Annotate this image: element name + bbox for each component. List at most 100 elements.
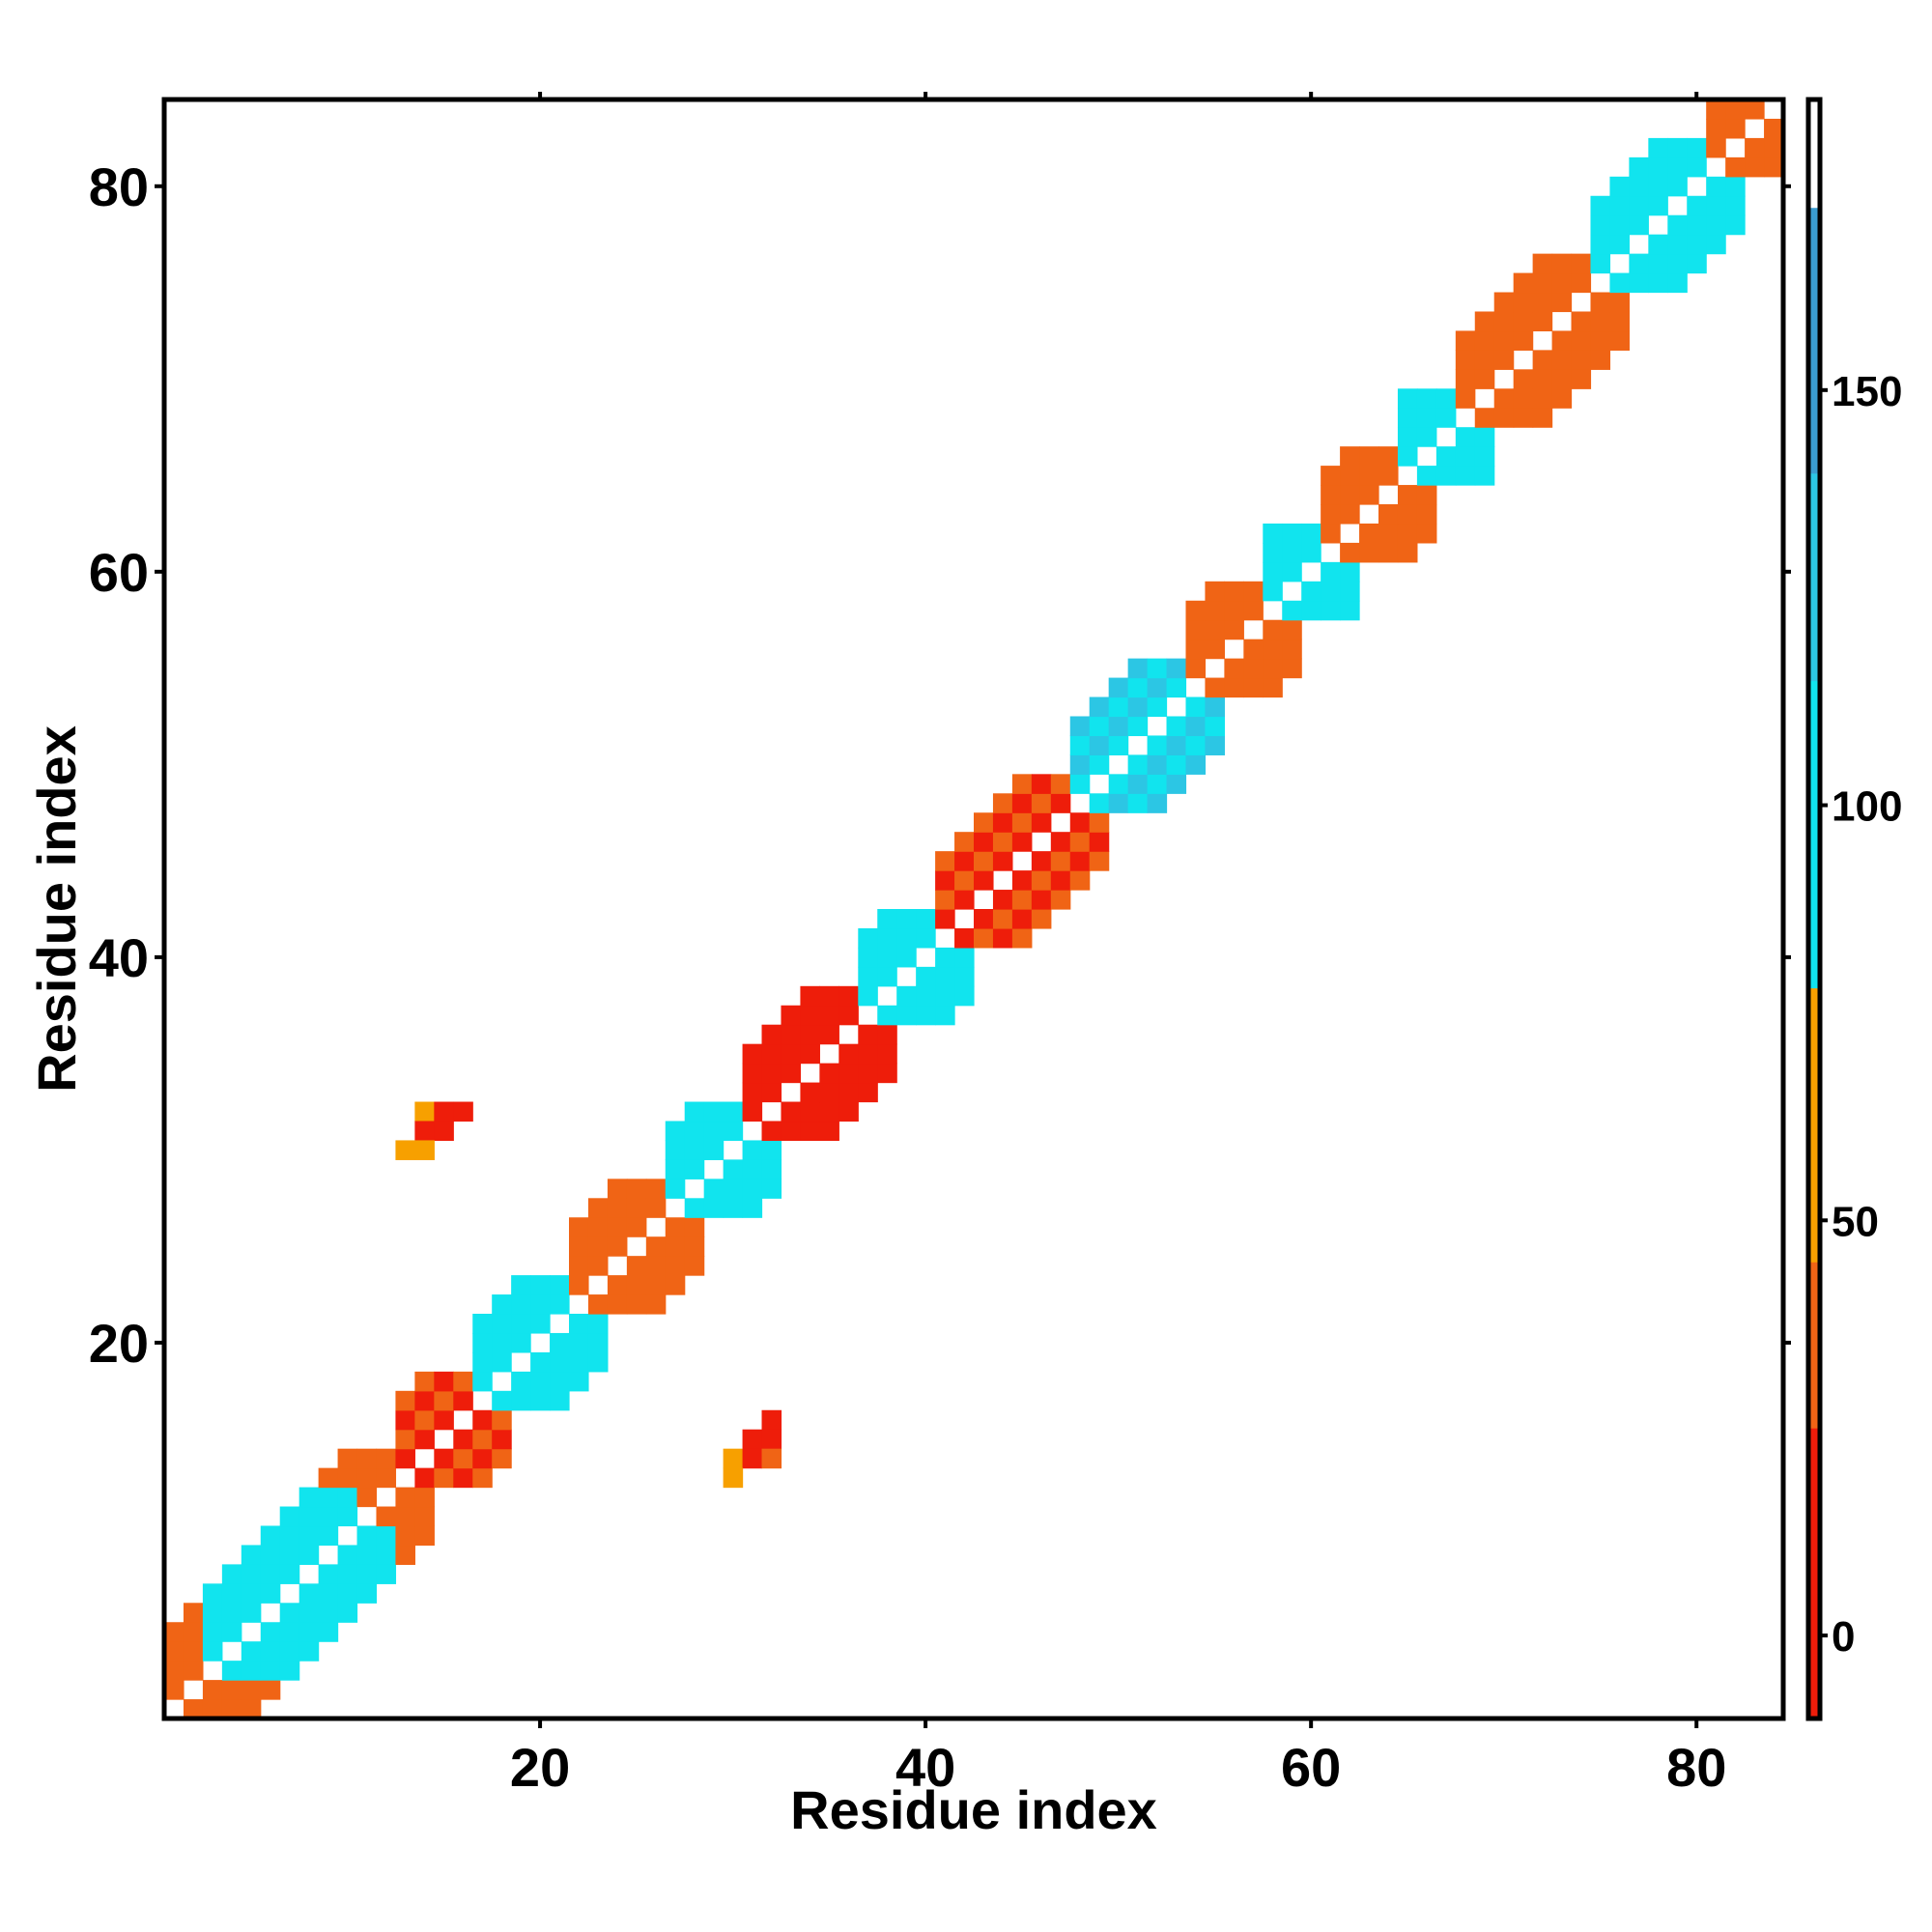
heatmap-cell: [1127, 696, 1149, 718]
heatmap-cell: [1321, 561, 1341, 582]
heatmap-cell: [838, 1043, 859, 1065]
heatmap-cell: [1031, 774, 1052, 794]
heatmap-cell: [1551, 292, 1573, 313]
heatmap-cell: [896, 909, 917, 929]
heatmap-cell: [1321, 581, 1341, 602]
heatmap-cell: [569, 1371, 589, 1392]
heatmap-cell: [1455, 388, 1476, 409]
heatmap-cell: [1031, 890, 1052, 910]
heatmap-cell: [1089, 851, 1110, 871]
heatmap-cell: [434, 1448, 454, 1469]
heatmap-cell: [1397, 542, 1418, 563]
heatmap-cell: [164, 1641, 185, 1662]
heatmap-cell: [819, 1121, 839, 1142]
heatmap-cell: [279, 1506, 300, 1527]
heatmap-cell: [453, 1101, 473, 1122]
heatmap-cell: [1031, 812, 1052, 833]
heatmap-cell: [1571, 350, 1592, 370]
heatmap-cell: [241, 1583, 262, 1604]
heatmap-cell: [395, 1487, 415, 1508]
heatmap-cell: [260, 1545, 281, 1565]
heatmap-cell: [1069, 812, 1091, 833]
heatmap-cell: [1340, 485, 1360, 505]
heatmap-cell: [1764, 137, 1784, 158]
heatmap-cell: [298, 1641, 320, 1662]
heatmap-cell: [1435, 466, 1457, 486]
heatmap-cell: [241, 1564, 262, 1584]
heatmap-cell: [1648, 234, 1668, 255]
heatmap-cell: [183, 1622, 204, 1642]
colorbar-band: [1808, 1428, 1820, 1719]
heatmap-cell: [1532, 408, 1553, 428]
heatmap-cell: [1282, 561, 1302, 582]
heatmap-cell: [1321, 523, 1341, 544]
heatmap-cell: [1185, 658, 1207, 679]
heatmap-cell: [1050, 832, 1071, 852]
heatmap-cell: [279, 1661, 300, 1681]
heatmap-cell: [723, 1467, 744, 1489]
heatmap-cell: [241, 1603, 262, 1623]
heatmap-cell: [1089, 812, 1110, 833]
heatmap-cell: [1590, 350, 1611, 370]
heatmap-cell: [838, 1005, 859, 1026]
heatmap-cell: [858, 985, 878, 1007]
heatmap-cell: [1301, 542, 1321, 563]
heatmap-cell: [1687, 234, 1707, 255]
heatmap-cell: [1205, 581, 1225, 602]
heatmap-cell: [1108, 677, 1129, 698]
heatmap-cell: [684, 1198, 705, 1218]
heatmap-cell: [202, 1603, 223, 1623]
heatmap-cell: [1397, 446, 1418, 467]
heatmap-cell: [1378, 523, 1399, 544]
heatmap-cell: [530, 1294, 551, 1315]
heatmap-cell: [607, 1179, 628, 1199]
heatmap-cell: [1185, 735, 1207, 755]
heatmap-cell: [1416, 523, 1437, 544]
heatmap-cell: [414, 1390, 435, 1411]
heatmap-cell: [1687, 137, 1707, 158]
heatmap-cell: [684, 1101, 705, 1122]
heatmap-cell: [492, 1314, 512, 1334]
heatmap-cell: [1725, 118, 1746, 139]
heatmap-cell: [1069, 832, 1091, 852]
heatmap-cell: [337, 1545, 358, 1565]
heatmap-cell: [453, 1429, 473, 1450]
heatmap-cell: [492, 1409, 512, 1431]
heatmap-cell: [1609, 292, 1630, 313]
heatmap-cell: [1493, 408, 1515, 428]
heatmap-cell: [1243, 677, 1264, 698]
heatmap-cell: [337, 1603, 358, 1623]
x-tick-label: 80: [1666, 1737, 1726, 1798]
heatmap-cell: [684, 1121, 705, 1142]
heatmap-cell: [607, 1236, 628, 1257]
heatmap-cell: [1571, 369, 1592, 389]
heatmap-cell: [1571, 272, 1592, 294]
heatmap-cell: [241, 1641, 262, 1662]
heatmap-cell: [318, 1525, 339, 1547]
heatmap-cell: [1397, 427, 1418, 447]
heatmap-cell: [858, 966, 878, 987]
heatmap-cell: [472, 1429, 493, 1450]
heatmap-cell: [935, 947, 955, 968]
heatmap-cell: [1263, 581, 1283, 602]
heatmap-cell: [1205, 696, 1225, 718]
heatmap-cell: [916, 909, 936, 929]
heatmap-cell: [896, 1005, 917, 1026]
y-axis-title: Residue index: [26, 725, 87, 1093]
heatmap-cell: [935, 870, 955, 891]
heatmap-cell: [395, 1506, 415, 1527]
heatmap-cell: [1706, 99, 1726, 120]
heatmap-cell: [723, 1198, 744, 1218]
heatmap-cell: [781, 1043, 802, 1065]
heatmap-cell: [607, 1275, 628, 1295]
heatmap-cell: [587, 1236, 609, 1257]
heatmap-cell: [800, 1121, 820, 1142]
heatmap-cell: [1667, 214, 1688, 236]
heatmap-cell: [1551, 350, 1573, 370]
heatmap-cell: [1667, 156, 1688, 178]
heatmap-cell: [337, 1564, 358, 1584]
heatmap-cell: [1513, 408, 1534, 428]
heatmap-cell: [472, 1351, 493, 1373]
heatmap-cell: [800, 1024, 820, 1045]
